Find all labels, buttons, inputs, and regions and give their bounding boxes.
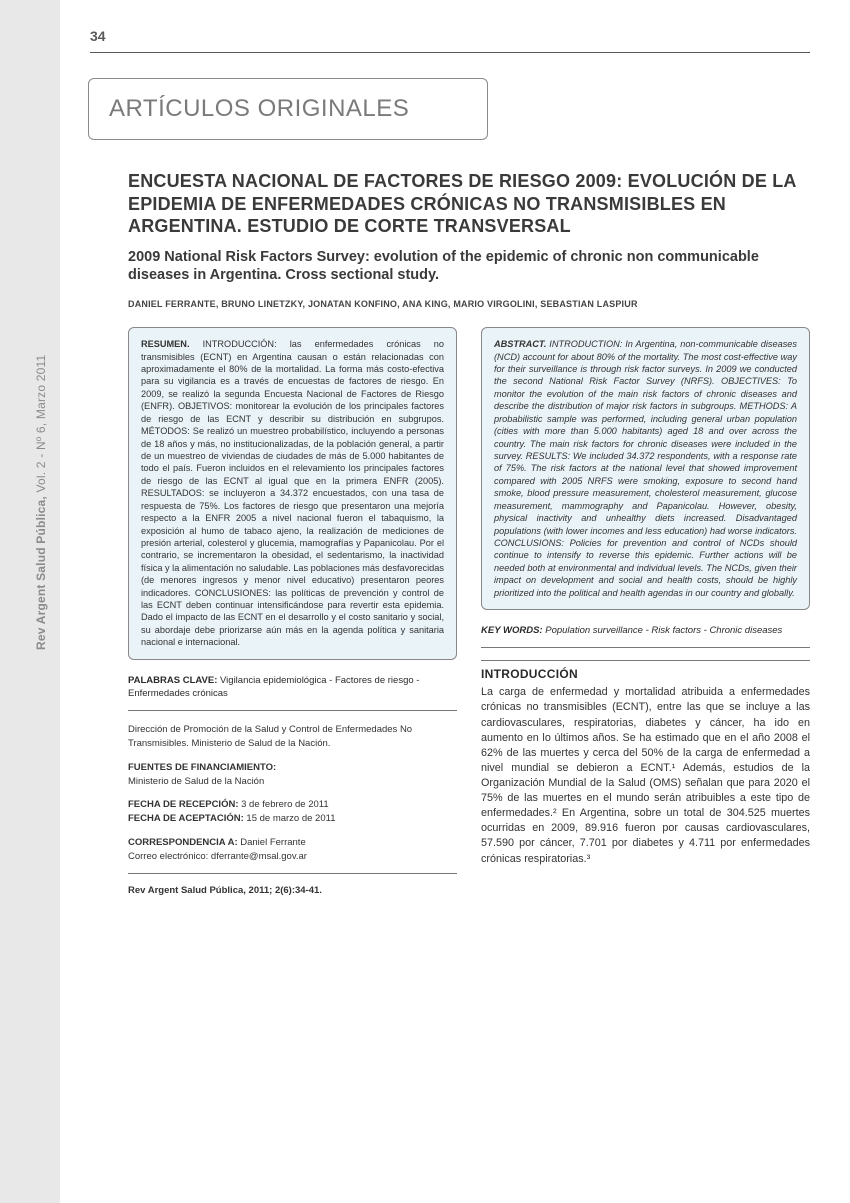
authors: Daniel Ferrante, Bruno Linetzky, Jonatan… [128, 299, 810, 309]
correspondence: CORRESPONDENCIA A: Daniel Ferrante Corre… [128, 836, 457, 864]
abstract-lead: ABSTRACT. [494, 339, 546, 349]
palabras-lead: PALABRAS CLAVE: [128, 675, 217, 686]
funding-value: Ministerio de Salud de la Nación [128, 776, 264, 787]
page-number: 34 [90, 28, 106, 44]
content: ENCUESTA NACIONAL DE FACTORES DE RIESGO … [128, 170, 810, 898]
side-citation-rest: Vol. 2 - Nº 6, Marzo 2011 [34, 355, 48, 496]
palabras-clave: PALABRAS CLAVE: Vigilancia epidemiológic… [128, 672, 457, 712]
intro-heading: INTRODUCCIÓN [481, 660, 810, 681]
keywords-lead: KEY WORDS: [481, 625, 543, 636]
title-english: 2009 National Risk Factors Survey: evolu… [128, 248, 810, 286]
side-citation-bold: Rev Argent Salud Pública, [34, 496, 48, 650]
recepcion-label: FECHA DE RECEPCIÓN: [128, 799, 239, 810]
resumen-lead: RESUMEN. [141, 339, 190, 349]
affiliation: Dirección de Promoción de la Salud y Con… [128, 723, 457, 751]
aceptacion-value: 15 de marzo de 2011 [244, 813, 336, 824]
recepcion-value: 3 de febrero de 2011 [239, 799, 329, 810]
funding-label: FUENTES DE FINANCIAMIENTO: [128, 762, 276, 773]
corr-email: dferrante@msal.gov.ar [211, 851, 307, 862]
section-label: ARTÍCULOS ORIGINALES [109, 95, 409, 123]
abstract-box: ABSTRACT. INTRODUCTION: In Argentina, no… [481, 327, 810, 610]
aceptacion-label: FECHA DE ACEPTACIÓN: [128, 813, 244, 824]
abstract-body: INTRODUCTION: In Argentina, non-communic… [494, 339, 797, 597]
section-tab: ARTÍCULOS ORIGINALES [88, 78, 488, 140]
keywords-body: Population surveillance - Risk factors -… [543, 625, 783, 636]
page: 34 ARTÍCULOS ORIGINALES ENCUESTA NACIONA… [60, 0, 850, 1203]
right-column: ABSTRACT. INTRODUCTION: In Argentina, no… [481, 327, 810, 898]
left-column: RESUMEN. INTRODUCCIÓN: las enfermedades … [128, 327, 457, 898]
meta-rule [128, 873, 457, 874]
funding: FUENTES DE FINANCIAMIENTO: Ministerio de… [128, 761, 457, 789]
two-column-layout: RESUMEN. INTRODUCCIÓN: las enfermedades … [128, 327, 810, 898]
resumen-body: INTRODUCCIÓN: las enfermedades crónicas … [141, 339, 444, 647]
corr-email-label: Correo electrónico: [128, 851, 211, 862]
top-rule [90, 52, 810, 53]
citation: Rev Argent Salud Pública, 2011; 2(6):34-… [128, 884, 457, 898]
meta-block: Dirección de Promoción de la Salud y Con… [128, 723, 457, 898]
intro-body: La carga de enfermedad y mortalidad atri… [481, 685, 810, 866]
resumen-box: RESUMEN. INTRODUCCIÓN: las enfermedades … [128, 327, 457, 660]
side-citation: Rev Argent Salud Pública, Vol. 2 - Nº 6,… [34, 355, 48, 650]
corr-name: Daniel Ferrante [238, 837, 306, 848]
corr-label: CORRESPONDENCIA A: [128, 837, 238, 848]
dates: FECHA DE RECEPCIÓN: 3 de febrero de 2011… [128, 798, 457, 826]
keywords: KEY WORDS: Population surveillance - Ris… [481, 622, 810, 648]
title-spanish: ENCUESTA NACIONAL DE FACTORES DE RIESGO … [128, 170, 810, 238]
